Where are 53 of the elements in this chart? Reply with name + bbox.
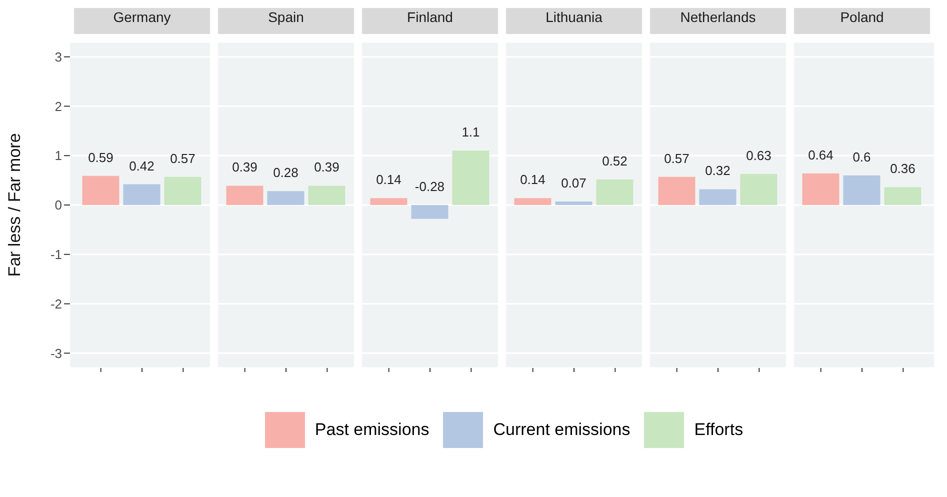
bar [123,184,160,205]
data-label: 0.42 [129,158,154,174]
data-label: 0.07 [561,176,586,191]
y-tick-label: 2 [54,98,62,114]
y-tick-label: -2 [50,296,62,312]
y-tick-label: -1 [50,247,62,262]
y-tick-label: 0 [54,198,62,213]
bar [226,186,264,205]
bar [164,176,202,205]
data-label: 0.64 [808,147,834,162]
data-label: 0.57 [170,150,196,166]
bar [411,205,448,219]
bar [740,174,778,205]
legend-label: Current emissions [493,420,630,440]
data-label: 0.28 [273,165,298,180]
y-tick-label: 1 [54,148,62,164]
bar [658,176,696,205]
y-axis-title: Far less / Far more [5,133,24,277]
legend-label: Efforts [694,420,744,440]
data-label: 0.39 [232,160,258,175]
bar [699,189,736,205]
x-tick-label: Spain [268,9,304,25]
bar [452,150,490,205]
y-tick-label: -3 [50,346,62,361]
bar [843,175,880,205]
data-label: 1.1 [462,124,480,140]
bar [555,202,592,205]
y-tick-label: 3 [54,49,62,64]
data-label: 0.14 [376,172,402,188]
data-label: 0.36 [890,161,916,176]
x-tick-label: Poland [840,9,884,25]
bar [370,198,408,205]
x-tick-label: Finland [407,9,453,25]
bar [82,176,120,205]
data-label: 0.59 [88,150,114,165]
data-label: 0.32 [705,163,730,178]
bar [884,187,922,205]
bar [596,179,634,205]
bar [308,186,346,205]
x-tick-label: Lithuania [546,9,603,25]
bar [267,191,304,205]
data-label: 0.39 [314,160,340,175]
data-label: -0.28 [414,179,445,194]
x-tick-label: Germany [113,9,171,25]
data-label: 0.57 [664,150,690,166]
legend-label: Past emissions [314,420,430,440]
data-label: 0.14 [520,172,546,188]
bar [802,173,840,205]
data-label: 0.52 [602,153,628,168]
bar [514,198,552,205]
data-label: 0.63 [746,148,772,163]
data-label: 0.6 [852,149,871,164]
x-tick-label: Netherlands [680,9,756,25]
